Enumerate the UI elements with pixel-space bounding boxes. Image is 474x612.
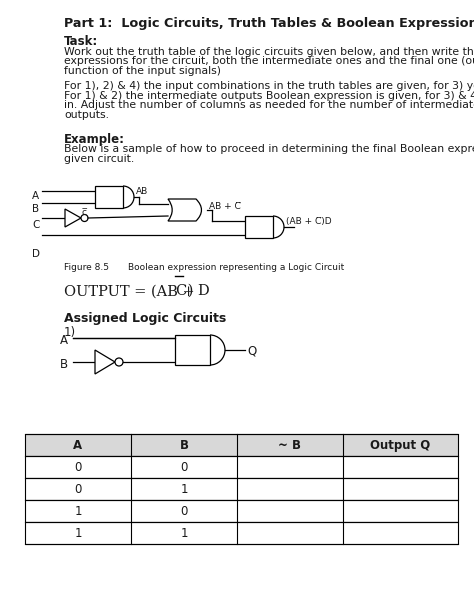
- PathPatch shape: [65, 209, 81, 227]
- Text: D: D: [32, 249, 40, 259]
- Text: 1: 1: [74, 505, 82, 518]
- Text: function of the input signals): function of the input signals): [64, 66, 221, 76]
- Text: 0: 0: [180, 505, 188, 518]
- Text: in. Adjust the number of columns as needed for the number of intermediate and fi: in. Adjust the number of columns as need…: [64, 100, 474, 110]
- Text: A: A: [73, 439, 82, 452]
- Text: Q: Q: [247, 345, 256, 358]
- Text: expressions for the circuit, both the intermediate ones and the final one (outpu: expressions for the circuit, both the in…: [64, 56, 474, 66]
- Text: 0: 0: [74, 461, 82, 474]
- Text: A: A: [60, 334, 68, 347]
- Text: c̅: c̅: [82, 208, 86, 217]
- Text: 0: 0: [180, 461, 188, 474]
- Text: For 1) & 2) the intermediate outputs Boolean expression is given, for 3) & 4) yo: For 1) & 2) the intermediate outputs Boo…: [64, 91, 474, 100]
- PathPatch shape: [95, 350, 115, 374]
- Bar: [245, 216, 273, 238]
- Text: (AB + C̅)D: (AB + C̅)D: [286, 217, 332, 226]
- Text: B: B: [32, 204, 39, 214]
- PathPatch shape: [168, 199, 201, 221]
- Text: For 1), 2) & 4) the input combinations in the truth tables are given, for 3) you: For 1), 2) & 4) the input combinations i…: [64, 81, 474, 91]
- Text: Below is a sample of how to proceed in determining the final Boolean expression : Below is a sample of how to proceed in d…: [64, 144, 474, 154]
- Text: 1: 1: [180, 483, 188, 496]
- Text: Assigned Logic Circuits: Assigned Logic Circuits: [64, 312, 226, 325]
- Text: Part 1:  Logic Circuits, Truth Tables & Boolean Expressions: Part 1: Logic Circuits, Truth Tables & B…: [64, 17, 474, 30]
- Text: ) D: ) D: [183, 284, 210, 298]
- Text: C: C: [175, 284, 186, 298]
- Bar: [25, 434, 458, 456]
- Text: outputs.: outputs.: [64, 110, 109, 120]
- Bar: [25, 478, 458, 500]
- Circle shape: [115, 358, 123, 366]
- Text: 1: 1: [180, 527, 188, 540]
- Text: ~ B: ~ B: [279, 439, 301, 452]
- Text: Work out the truth table of the logic circuits given below, and then write the B: Work out the truth table of the logic ci…: [64, 47, 474, 56]
- Bar: [25, 500, 458, 522]
- Text: Example:: Example:: [64, 133, 125, 146]
- Text: 0: 0: [74, 483, 82, 496]
- Text: C: C: [32, 220, 39, 230]
- Text: Boolean expression representing a Logic Circuit: Boolean expression representing a Logic …: [128, 263, 344, 272]
- Text: B: B: [60, 358, 68, 371]
- Circle shape: [81, 214, 88, 222]
- Bar: [95, 186, 123, 208]
- Text: OUTPUT = (AB +: OUTPUT = (AB +: [64, 285, 199, 299]
- Text: 1): 1): [64, 326, 76, 338]
- Text: given circuit.: given circuit.: [64, 154, 134, 164]
- Text: B: B: [180, 439, 189, 452]
- Text: AB + C̅: AB + C̅: [209, 202, 241, 211]
- Bar: [25, 456, 458, 478]
- Text: Task:: Task:: [64, 35, 98, 48]
- Bar: [25, 522, 458, 544]
- Text: Figure 8.5: Figure 8.5: [64, 263, 109, 272]
- Bar: [175, 335, 210, 365]
- Text: AB: AB: [136, 187, 148, 196]
- Text: A: A: [32, 191, 39, 201]
- Text: 1: 1: [74, 527, 82, 540]
- Text: Output Q: Output Q: [370, 439, 430, 452]
